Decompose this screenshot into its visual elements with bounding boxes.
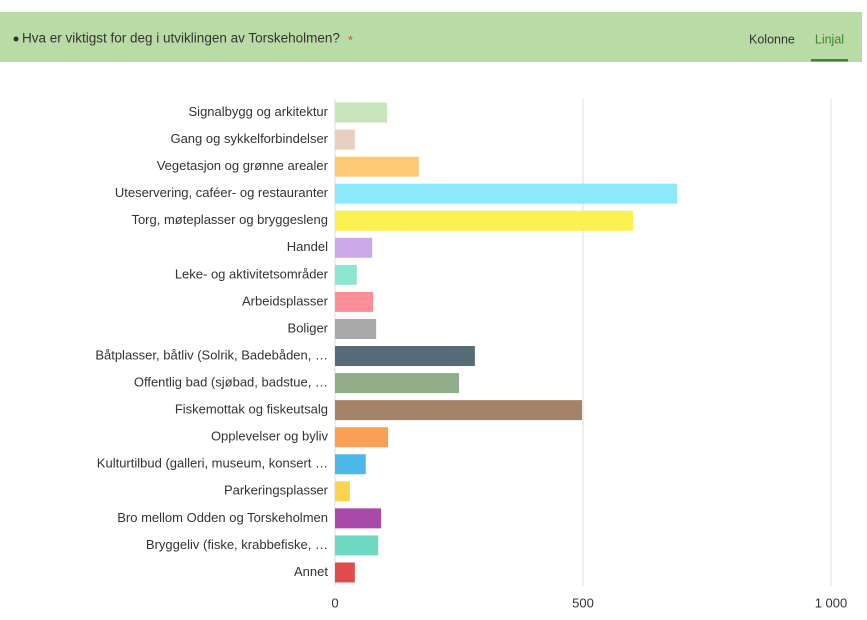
y-tick-label: Kulturtilbud (galleri, museum, konsert … xyxy=(97,456,328,471)
bar xyxy=(335,129,355,150)
bar xyxy=(335,264,357,285)
tab-underline xyxy=(810,59,849,62)
header-bar xyxy=(0,12,862,62)
y-tick-label: Arbeidsplasser xyxy=(242,293,329,308)
y-tick-label: Offentlig bad (sjøbad, badstue, … xyxy=(134,375,328,390)
bar xyxy=(335,400,583,421)
y-tick-label: Uteservering, caféer- og restauranter xyxy=(115,185,329,200)
bar xyxy=(335,373,459,394)
question-title: Hva er viktigst for deg i utviklingen av… xyxy=(22,31,340,46)
bar xyxy=(335,481,350,502)
y-tick-label: Parkeringsplasser xyxy=(224,483,329,498)
bar xyxy=(335,102,388,123)
bar xyxy=(335,427,389,448)
y-tick-label: Bro mellom Odden og Torskeholmen xyxy=(117,510,328,525)
y-tick-label: Signalbygg og arkitektur xyxy=(189,104,329,119)
bar xyxy=(335,237,373,258)
y-tick-label: Annet xyxy=(294,564,328,579)
bar xyxy=(335,210,634,231)
bar xyxy=(335,291,374,312)
y-tick-label: Båtplasser, båtliv (Solrik, Badebåden, … xyxy=(95,347,328,362)
x-tick-label: 0 xyxy=(331,595,338,610)
y-tick-label: Opplevelser og byliv xyxy=(211,429,329,444)
y-tick-label: Gang og sykkelforbindelser xyxy=(170,131,328,146)
y-tick-label: Bryggeliv (fiske, krabbefiske, … xyxy=(146,537,328,552)
y-tick-label: Leke- og aktivitetsområder xyxy=(175,266,329,281)
x-tick-label: 1 000 xyxy=(815,595,848,610)
view-tab[interactable]: Kolonne xyxy=(749,32,795,46)
bar xyxy=(335,346,475,367)
x-tick-label: 500 xyxy=(572,595,594,610)
bar xyxy=(335,318,377,339)
y-tick-label: Vegetasjon og grønne arealer xyxy=(157,158,329,173)
bar xyxy=(335,562,355,583)
bar xyxy=(335,535,379,556)
y-tick-label: Torg, møteplasser og bryggesleng xyxy=(131,212,328,227)
y-tick-label: Fiskemottak og fiskeutsalg xyxy=(175,402,328,417)
bar xyxy=(335,508,382,529)
bar xyxy=(335,156,419,177)
y-tick-label: Boliger xyxy=(288,320,329,335)
bar xyxy=(335,454,366,475)
required-marker: * xyxy=(348,32,353,47)
bar xyxy=(335,183,678,204)
view-tab[interactable]: Linjal xyxy=(815,32,844,46)
bullet xyxy=(13,36,19,42)
y-tick-label: Handel xyxy=(287,239,328,254)
